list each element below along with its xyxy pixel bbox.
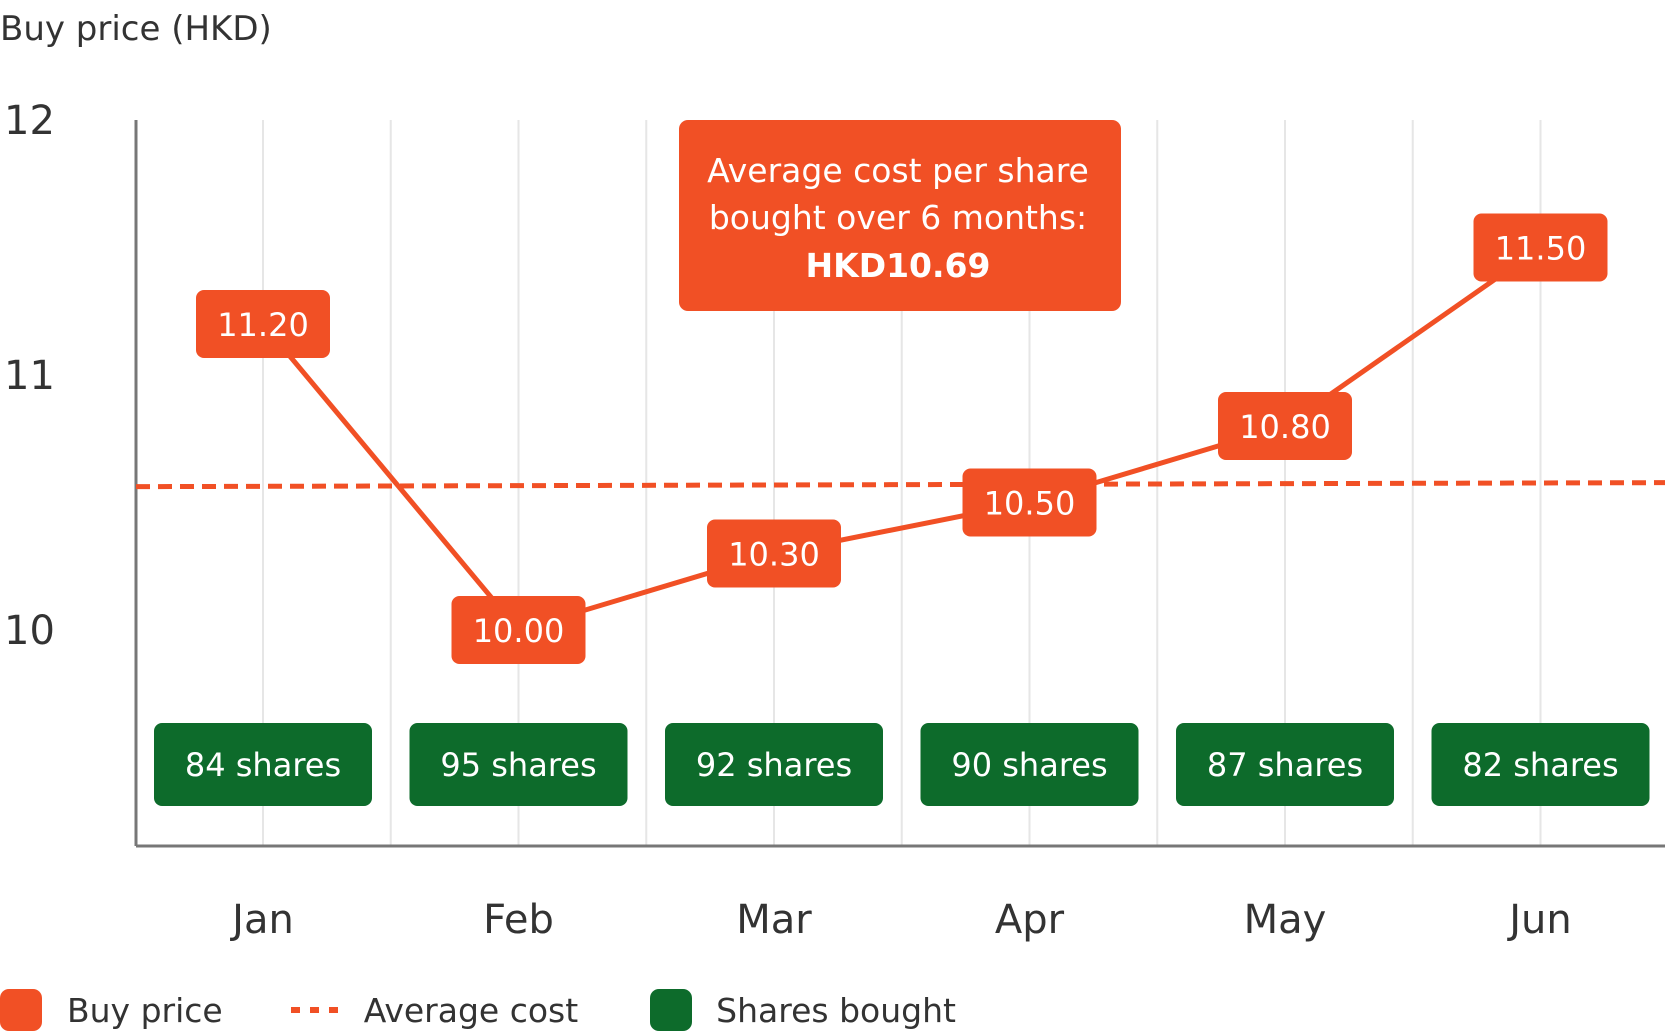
shares-box — [1431, 723, 1650, 806]
average-cost-line-group — [135, 480, 1665, 490]
average-cost-swatch — [290, 1007, 339, 1013]
price-label: 11.50 — [1495, 230, 1587, 268]
x-tick-label: Jan — [229, 897, 294, 943]
price-label-box — [707, 519, 841, 588]
shares-label: 92 shares — [696, 746, 852, 784]
shares-box — [154, 723, 372, 806]
legend-buy-price: Buy price — [67, 990, 223, 1030]
shares-box — [665, 723, 883, 806]
shares-box — [409, 723, 628, 806]
price-label: 10.50 — [984, 485, 1076, 523]
legend-shares-bought: Shares bought — [716, 990, 956, 1030]
legend: Buy price Average cost Shares bought — [0, 988, 956, 1032]
buy-price-series: 11.20 10.00 10.30 10.50 10.80 11.50 — [196, 213, 1608, 664]
average-cost-line — [135, 480, 1665, 490]
x-tick-label: May — [1244, 897, 1327, 943]
annotation-line-2: bought over 6 months: — [709, 198, 1087, 237]
x-tick-label: Feb — [483, 897, 554, 943]
average-cost-annotation: Average cost per share bought over 6 mon… — [679, 120, 1121, 311]
x-tick-label: Mar — [736, 897, 812, 943]
shares-label: 84 shares — [185, 746, 341, 784]
price-label: 10.00 — [473, 612, 565, 650]
shares-box — [920, 723, 1139, 806]
annotation-value: HKD10.69 — [806, 246, 991, 285]
shares-label: 87 shares — [1207, 746, 1363, 784]
x-ticks: Jan Feb Mar Apr May Jun — [229, 897, 1572, 943]
price-label: 10.80 — [1239, 408, 1331, 446]
buy-price-swatch — [0, 989, 42, 1031]
price-label-box — [451, 596, 586, 664]
shares-bought-row: 84 shares 95 shares 92 shares 90 shares 87 s… — [154, 723, 1650, 806]
price-label: 10.30 — [728, 536, 820, 574]
annotation-line-1: Average cost per share — [707, 151, 1089, 190]
x-tick-label: Jun — [1506, 897, 1572, 943]
price-label-box — [1473, 213, 1608, 282]
y-ticks: 12 11 10 — [4, 98, 55, 654]
legend-average-cost: Average cost — [363, 990, 579, 1030]
price-label-box — [962, 468, 1097, 537]
y-axis-label: Buy price (HKD) — [0, 9, 272, 49]
shares-label: 95 shares — [440, 746, 596, 784]
chart: Buy price (HKD) 12 11 10 Average cost per … — [0, 9, 1665, 943]
x-tick-label: Apr — [995, 897, 1065, 943]
shares-label: 82 shares — [1462, 746, 1618, 784]
shares-label: 90 shares — [951, 746, 1107, 784]
price-label-box — [196, 290, 330, 358]
y-tick-label: 10 — [4, 608, 55, 654]
price-label: 11.20 — [217, 306, 309, 344]
price-label-box — [1218, 392, 1352, 460]
y-tick-label: 11 — [4, 353, 55, 399]
shares-box — [1176, 723, 1394, 806]
shares-bought-swatch — [650, 989, 693, 1031]
y-tick-label: 12 — [4, 98, 55, 144]
